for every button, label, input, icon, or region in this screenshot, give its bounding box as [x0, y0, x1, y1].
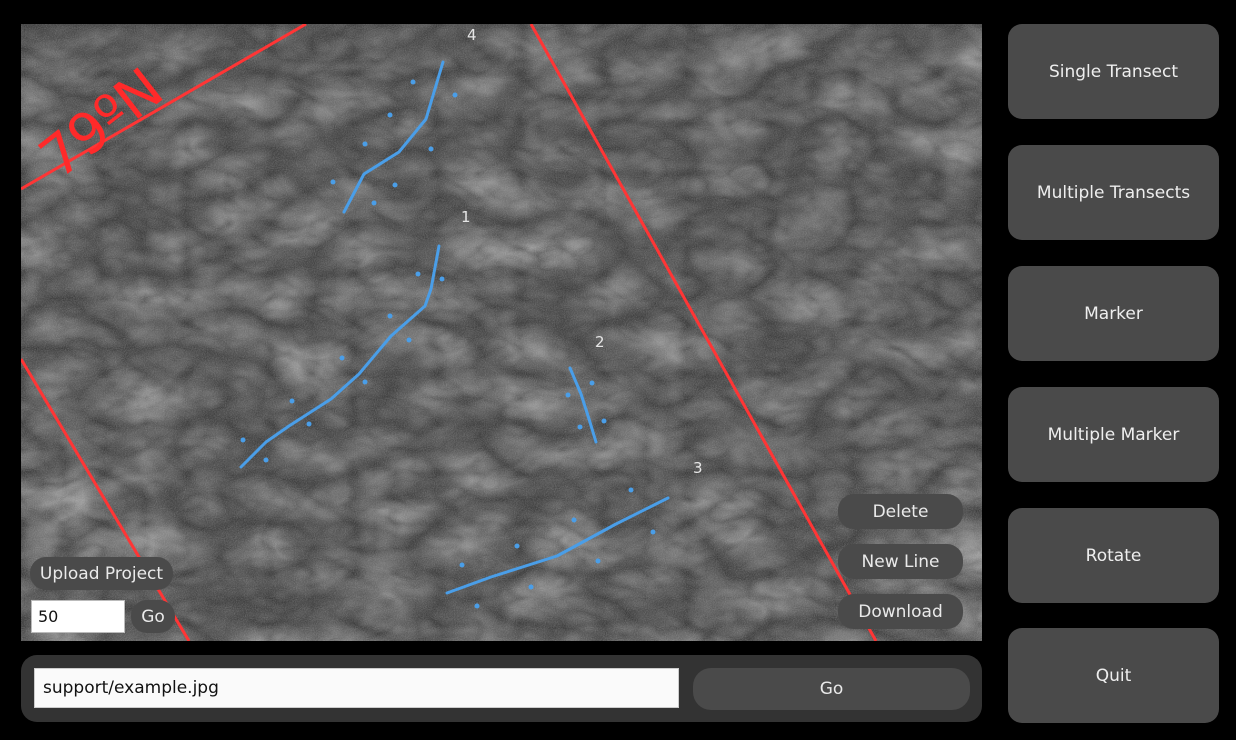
multiple-transects-button[interactable]: Multiple Transects: [1008, 145, 1219, 240]
transect-label-1: 1: [461, 208, 471, 226]
download-button[interactable]: Download: [838, 594, 963, 629]
transect-label-2: 2: [595, 333, 605, 351]
transect-2: [568, 366, 598, 444]
single-transect-button[interactable]: Single Transect: [1008, 24, 1219, 119]
delete-button[interactable]: Delete: [838, 494, 963, 529]
multiple-marker-button[interactable]: Multiple Marker: [1008, 387, 1219, 482]
marker-button[interactable]: Marker: [1008, 266, 1219, 361]
transect-4: [342, 60, 445, 214]
rotate-button[interactable]: Rotate: [1008, 508, 1219, 603]
sar-image[interactable]: [21, 24, 982, 641]
transect-label-3: 3: [693, 459, 703, 477]
new-line-button[interactable]: New Line: [838, 544, 963, 579]
zoom-go-button[interactable]: Go: [131, 600, 175, 633]
grid-lines: [21, 24, 878, 641]
transect-1: [239, 244, 441, 469]
transect-label-4: 4: [467, 26, 477, 44]
transect-3: [445, 496, 670, 595]
load-image-go-button[interactable]: Go: [693, 668, 970, 710]
grid-line: [21, 24, 307, 191]
path-bar: Go: [21, 655, 982, 722]
transect-points: [240, 79, 656, 609]
grid-line: [21, 358, 191, 641]
upload-project-button[interactable]: Upload Project: [30, 557, 173, 590]
transects: [239, 60, 670, 595]
image-path-input[interactable]: [34, 668, 679, 708]
image-viewer[interactable]: 79ºN 4 1 2 3: [21, 24, 982, 641]
grid-line: [529, 24, 878, 641]
zoom-input[interactable]: [31, 600, 125, 633]
quit-button[interactable]: Quit: [1008, 628, 1219, 723]
